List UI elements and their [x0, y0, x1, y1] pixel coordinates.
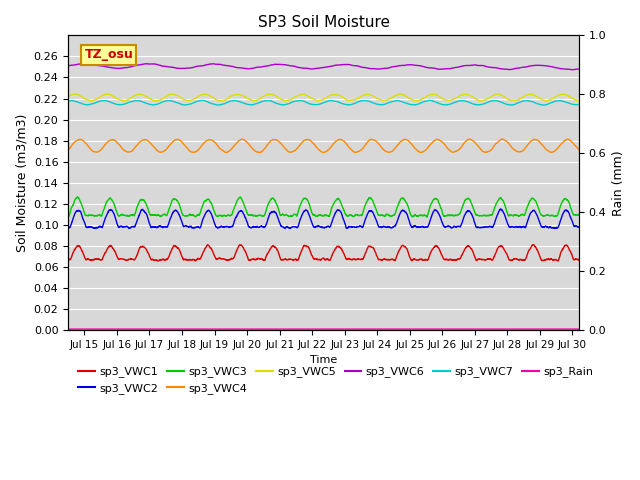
sp3_VWC1: [282, 257, 290, 263]
sp3_VWC3: [511, 212, 518, 218]
Legend: sp3_VWC1, sp3_VWC2, sp3_VWC3, sp3_VWC4, sp3_VWC5, sp3_VWC6, sp3_VWC7, sp3_Rain: sp3_VWC1, sp3_VWC2, sp3_VWC3, sp3_VWC4, …: [74, 362, 598, 398]
sp3_VWC5: [575, 97, 583, 103]
sp3_VWC1: [153, 258, 161, 264]
sp3_VWC1: [565, 247, 573, 253]
sp3_VWC4: [64, 146, 72, 152]
Line: sp3_VWC6: sp3_VWC6: [68, 64, 579, 70]
sp3_VWC2: [123, 224, 131, 229]
sp3_VWC6: [260, 63, 268, 69]
Y-axis label: Soil Moisture (m3/m3): Soil Moisture (m3/m3): [15, 114, 28, 252]
sp3_VWC3: [565, 200, 573, 206]
sp3_VWC1: [510, 256, 518, 262]
sp3_VWC5: [565, 94, 573, 99]
Line: sp3_VWC1: sp3_VWC1: [68, 245, 579, 261]
sp3_VWC5: [260, 93, 268, 99]
sp3_VWC4: [123, 149, 131, 155]
Line: sp3_VWC4: sp3_VWC4: [68, 139, 579, 153]
Line: sp3_VWC7: sp3_VWC7: [68, 100, 579, 105]
sp3_VWC6: [565, 66, 573, 72]
sp3_VWC7: [282, 101, 290, 107]
sp3_Rain: [153, 326, 161, 332]
sp3_VWC6: [123, 65, 131, 71]
sp3_Rain: [575, 326, 583, 332]
sp3_VWC1: [529, 242, 537, 248]
sp3_VWC3: [423, 215, 431, 220]
sp3_Rain: [64, 326, 72, 332]
sp3_VWC2: [64, 225, 72, 230]
sp3_VWC2: [575, 224, 583, 230]
sp3_VWC6: [510, 66, 518, 72]
sp3_VWC6: [568, 67, 576, 72]
sp3_VWC6: [143, 61, 151, 67]
sp3_VWC2: [565, 211, 573, 217]
sp3_VWC2: [497, 206, 504, 212]
Line: sp3_VWC5: sp3_VWC5: [68, 94, 579, 101]
sp3_VWC2: [511, 225, 518, 230]
sp3_VWC6: [153, 61, 161, 67]
sp3_VWC5: [397, 91, 405, 97]
X-axis label: Time: Time: [310, 355, 337, 365]
sp3_VWC5: [153, 98, 161, 104]
sp3_VWC4: [511, 147, 518, 153]
sp3_VWC7: [565, 100, 573, 106]
Line: sp3_VWC3: sp3_VWC3: [68, 197, 579, 217]
sp3_VWC5: [510, 97, 518, 103]
Text: TZ_osu: TZ_osu: [84, 48, 133, 61]
sp3_VWC7: [510, 102, 518, 108]
sp3_VWC2: [282, 224, 290, 230]
sp3_VWC4: [282, 146, 290, 152]
sp3_VWC6: [575, 66, 583, 72]
sp3_VWC3: [123, 212, 131, 218]
sp3_VWC6: [64, 63, 72, 69]
sp3_Rain: [565, 326, 573, 332]
sp3_VWC3: [282, 212, 290, 217]
sp3_VWC3: [575, 212, 583, 218]
sp3_VWC2: [125, 226, 133, 231]
sp3_Rain: [510, 326, 518, 332]
sp3_VWC3: [260, 213, 268, 218]
sp3_VWC3: [74, 194, 82, 200]
sp3_VWC1: [123, 258, 131, 264]
sp3_VWC5: [543, 98, 550, 104]
sp3_VWC4: [153, 147, 161, 153]
sp3_VWC4: [417, 150, 424, 156]
sp3_Rain: [260, 326, 268, 332]
sp3_VWC5: [123, 97, 131, 103]
sp3_VWC1: [260, 257, 268, 263]
Line: sp3_VWC2: sp3_VWC2: [68, 209, 579, 228]
sp3_VWC4: [260, 146, 268, 152]
sp3_VWC1: [64, 255, 72, 261]
Title: SP3 Soil Moisture: SP3 Soil Moisture: [257, 15, 390, 30]
sp3_Rain: [123, 326, 131, 332]
sp3_Rain: [282, 326, 290, 332]
sp3_VWC4: [575, 147, 583, 153]
sp3_VWC1: [191, 258, 199, 264]
sp3_VWC7: [123, 100, 131, 106]
sp3_VWC7: [260, 98, 268, 104]
sp3_VWC6: [282, 62, 290, 68]
sp3_VWC5: [64, 94, 72, 99]
sp3_VWC7: [575, 101, 583, 107]
sp3_VWC2: [153, 225, 161, 230]
sp3_VWC7: [153, 101, 161, 107]
sp3_VWC3: [153, 213, 161, 218]
sp3_VWC7: [539, 102, 547, 108]
sp3_VWC5: [282, 98, 290, 104]
sp3_VWC3: [64, 214, 72, 219]
sp3_VWC4: [565, 137, 573, 143]
sp3_VWC7: [64, 98, 72, 104]
sp3_VWC2: [260, 225, 268, 230]
sp3_VWC1: [575, 257, 583, 263]
Y-axis label: Rain (mm): Rain (mm): [612, 150, 625, 216]
sp3_VWC4: [498, 136, 506, 142]
sp3_VWC7: [425, 97, 433, 103]
